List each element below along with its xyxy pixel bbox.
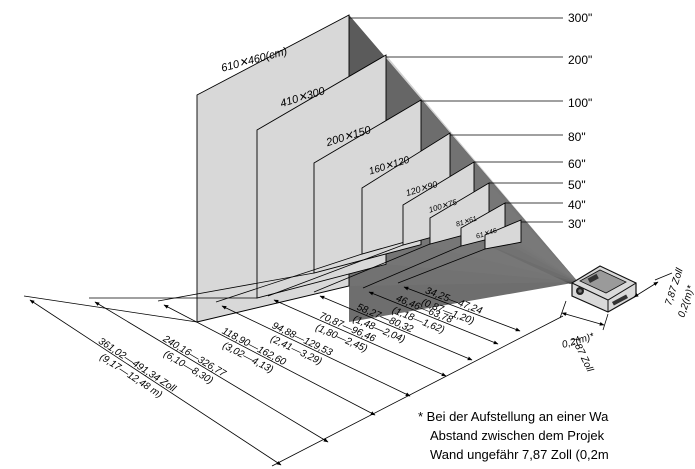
size-leader-lines: 300" 200" 100" 80" 60" 50" 40" 30" (349, 11, 592, 231)
projector-icon (571, 265, 637, 313)
size-label-6: 40" (568, 198, 586, 212)
distance-line-7 (403, 286, 521, 332)
screen-7 (484, 219, 522, 250)
screens-group: 610✕460(cm)410✕300200✕150160✕120120✕9010… (196, 14, 522, 323)
size-label-2: 100" (568, 96, 592, 110)
size-label-0: 300" (568, 11, 592, 25)
beam-segment-6 (505, 203, 578, 282)
beam-segment-2 (421, 100, 578, 282)
footnote-line-3: Wand ungefähr 7,87 Zoll (0,2m (430, 447, 609, 462)
footnote-line-2: Abstand zwischen dem Projek (430, 428, 605, 443)
beam-segment-5 (489, 183, 578, 282)
beam-segment-3 (450, 133, 578, 282)
size-label-1: 200" (568, 53, 592, 67)
size-label-7: 30" (568, 217, 586, 231)
beam-segment-7 (521, 220, 578, 282)
beam-top-face (349, 15, 578, 284)
size-label-3: 80" (568, 130, 586, 144)
wall-offset-annotations (559, 272, 673, 331)
size-label-4: 60" (568, 157, 586, 171)
footnote-line-1: * Bei der Aufstellung an einer Wa (418, 409, 609, 424)
size-label-5: 50" (568, 178, 586, 192)
footnote: * Bei der Aufstellung an einer Wa Abstan… (418, 407, 695, 464)
